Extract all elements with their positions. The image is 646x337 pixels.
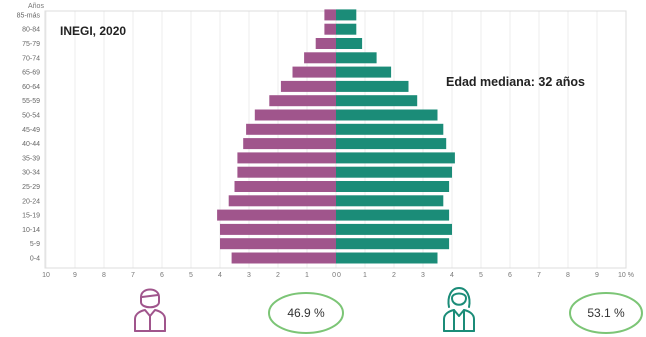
bar-women-55-59 <box>336 95 418 107</box>
source-annotation: INEGI, 2020 <box>60 24 126 38</box>
x-tick-label: 7 <box>537 272 541 279</box>
age-label: 75-79 <box>22 41 40 48</box>
median-age-annotation: Edad mediana: 32 años <box>446 75 585 89</box>
x-tick-label: 5 <box>479 272 483 279</box>
age-label: 70-74 <box>22 55 40 62</box>
x-tick-label: 3 <box>247 272 251 279</box>
age-label: 55-59 <box>22 98 40 105</box>
x-tick-label: 8 <box>102 272 106 279</box>
age-label: 40-44 <box>22 141 40 148</box>
age-label: 50-54 <box>22 113 40 120</box>
women-percent-circle <box>569 292 643 334</box>
bar-women-70-74 <box>336 52 377 64</box>
bar-women-15-19 <box>336 209 450 221</box>
x-tick-label: 8 <box>566 272 570 279</box>
x-tick-label: 4 <box>218 272 222 279</box>
x-tick-label: 10 % <box>618 272 634 279</box>
x-tick-label: 9 <box>73 272 77 279</box>
bar-women-10-14 <box>336 223 452 235</box>
age-label: 20-24 <box>22 198 40 205</box>
bar-men-35-39 <box>237 152 336 164</box>
bar-men-75-79 <box>315 38 336 49</box>
age-labels-group: 0-4 5-9 10-14 15-19 20-24 25-29 30-34 35-39 40-4… <box>17 12 41 262</box>
bar-men-0-4 <box>231 252 336 264</box>
men-percent: 46.9 % <box>287 306 325 320</box>
bar-men-60-64 <box>280 80 336 92</box>
bar-women-75-79 <box>336 38 363 49</box>
x-tick-label: 1 <box>363 272 367 279</box>
bar-women-40-44 <box>336 138 447 150</box>
age-label: 30-34 <box>22 170 40 177</box>
age-label: 10-14 <box>22 227 40 234</box>
age-label: 15-19 <box>22 213 40 220</box>
bar-men-65-69 <box>292 66 336 78</box>
age-label: 85-más <box>17 12 41 19</box>
age-label: 25-29 <box>22 184 40 191</box>
x-tick-label: 0 <box>337 272 341 279</box>
age-label: 65-69 <box>22 70 40 77</box>
x-tick-label: 10 <box>42 272 50 279</box>
x-tick-label: 4 <box>450 272 454 279</box>
age-label: 5-9 <box>30 241 40 248</box>
bar-women-85-más <box>336 9 357 21</box>
bar-women-25-29 <box>336 181 450 192</box>
x-tick-label: 3 <box>421 272 425 279</box>
x-tick-label: 6 <box>160 272 164 279</box>
bar-men-30-34 <box>237 166 336 178</box>
bar-men-10-14 <box>220 223 336 235</box>
bar-men-40-44 <box>243 138 336 150</box>
bar-men-50-54 <box>254 109 336 121</box>
bar-men-70-74 <box>304 52 336 64</box>
age-label: 0-4 <box>30 256 40 263</box>
bar-women-45-49 <box>336 123 444 135</box>
bar-men-85-más <box>324 9 336 21</box>
age-label: 60-64 <box>22 84 40 91</box>
x-tick-label: 1 <box>305 272 309 279</box>
bar-men-15-19 <box>217 209 336 221</box>
bar-women-50-54 <box>336 109 438 121</box>
age-label: 45-49 <box>22 127 40 134</box>
x-tick-label: 6 <box>508 272 512 279</box>
bar-women-30-34 <box>336 166 452 178</box>
women-percent: 53.1 % <box>587 306 625 320</box>
bar-women-60-64 <box>336 80 409 92</box>
bar-men-25-29 <box>234 181 336 192</box>
x-tick-label: 7 <box>131 272 135 279</box>
bar-women-20-24 <box>336 195 444 207</box>
woman-icon <box>443 287 475 332</box>
x-tick-label: 5 <box>189 272 193 279</box>
age-label: 35-39 <box>22 155 40 162</box>
bar-men-55-59 <box>269 95 336 107</box>
x-tick-label: 2 <box>392 272 396 279</box>
age-label: 80-84 <box>22 27 40 34</box>
bar-women-5-9 <box>336 238 450 250</box>
man-icon <box>134 288 166 332</box>
bar-men-5-9 <box>220 238 336 250</box>
bar-men-20-24 <box>228 195 336 207</box>
x-tick-label: 9 <box>595 272 599 279</box>
bar-men-80-84 <box>324 23 336 35</box>
bars-group <box>217 9 455 264</box>
bar-women-65-69 <box>336 66 392 78</box>
bar-men-45-49 <box>246 123 336 135</box>
x-tick-label: 0 <box>332 272 336 279</box>
x-ticks-group: 10 9 8 7 6 5 4 3 2 1 0 0 1 2 3 4 5 6 7 8 9 10 % <box>42 272 634 279</box>
bar-women-35-39 <box>336 152 455 164</box>
bar-women-0-4 <box>336 252 438 264</box>
men-percent-circle <box>268 292 344 334</box>
y-axis-title: Años <box>28 3 44 10</box>
bar-women-80-84 <box>336 23 357 35</box>
x-tick-label: 2 <box>276 272 280 279</box>
